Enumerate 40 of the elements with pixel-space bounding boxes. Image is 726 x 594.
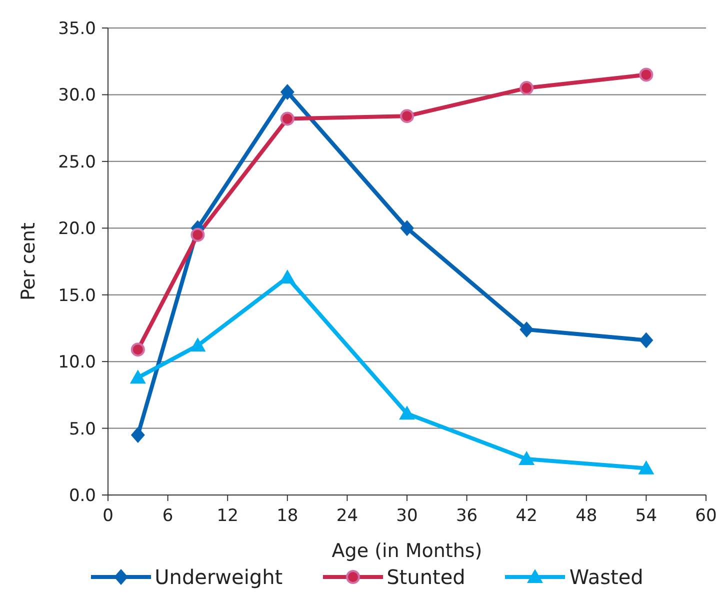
point [130,370,146,384]
x-tick-label: 6 [162,506,174,526]
x-tick-label: 48 [576,506,598,526]
x-tick-label: 36 [456,506,478,526]
x-tick-label: 0 [102,506,114,526]
point [639,332,654,348]
y-tick-label: 20.0 [58,219,96,240]
x-tick-label: 30 [396,506,418,526]
legend-label: Underweight [154,565,283,589]
x-tick-label: 42 [516,506,538,526]
point [280,112,294,126]
point [520,322,534,338]
point [638,460,654,474]
point [399,406,415,420]
point [130,426,145,443]
legend-label: Wasted [568,565,644,589]
point [518,450,535,465]
y-tick-label: 25.0 [58,152,96,172]
y-tick-label: 30.0 [58,86,96,106]
x-axis-title: Age (in Months) [332,540,482,562]
point [400,109,414,124]
y-tick-label: 0.0 [68,486,96,506]
y-tick-label: 15.0 [58,286,96,306]
point [190,228,205,242]
point [190,338,206,352]
y-tick-label: 10.0 [58,352,96,373]
point [280,84,294,100]
x-tick-label: 18 [276,506,298,526]
y-axis-title: Per cent [18,222,40,300]
y-tick-label: 5.0 [68,419,96,440]
legend-label: Stunted [386,565,466,589]
x-tick-label: 24 [336,506,358,526]
point [130,342,145,357]
point [520,81,534,96]
x-tick-label: 54 [635,506,658,526]
x-tick-label: 60 [695,506,717,526]
point [400,220,414,236]
x-tick-label: 12 [216,506,238,526]
point [639,68,654,82]
y-tick-label: 35.0 [58,19,96,40]
